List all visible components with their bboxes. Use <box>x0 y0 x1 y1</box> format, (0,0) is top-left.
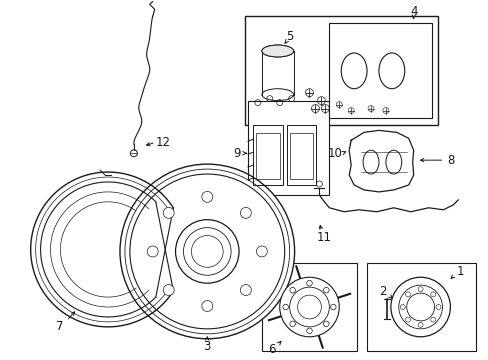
Circle shape <box>147 246 158 257</box>
Circle shape <box>202 192 212 202</box>
Bar <box>262 264 356 351</box>
Text: 1: 1 <box>456 265 463 278</box>
Bar <box>328 23 431 118</box>
Text: 3: 3 <box>203 340 210 353</box>
Text: 8: 8 <box>447 154 454 167</box>
Bar <box>255 133 279 179</box>
Ellipse shape <box>262 89 293 100</box>
Ellipse shape <box>430 317 435 322</box>
Circle shape <box>183 228 231 275</box>
Ellipse shape <box>262 45 293 57</box>
Bar <box>289 133 313 179</box>
Ellipse shape <box>430 292 435 297</box>
Ellipse shape <box>417 323 422 327</box>
Text: 2: 2 <box>378 285 386 298</box>
Circle shape <box>390 277 449 337</box>
Bar <box>244 16 438 125</box>
Text: 10: 10 <box>327 147 342 160</box>
Circle shape <box>124 169 289 334</box>
Circle shape <box>120 164 294 339</box>
Bar <box>247 100 328 195</box>
Ellipse shape <box>262 45 293 57</box>
Bar <box>366 264 475 351</box>
Text: 12: 12 <box>156 136 171 149</box>
Text: 5: 5 <box>285 30 293 42</box>
Text: 4: 4 <box>409 5 417 18</box>
Ellipse shape <box>385 150 401 174</box>
Circle shape <box>130 174 284 329</box>
Circle shape <box>163 284 174 296</box>
Circle shape <box>240 284 251 296</box>
Circle shape <box>163 207 174 218</box>
Circle shape <box>279 277 339 337</box>
Ellipse shape <box>362 150 378 174</box>
Ellipse shape <box>405 292 409 297</box>
Circle shape <box>202 301 212 311</box>
Ellipse shape <box>400 305 405 310</box>
Circle shape <box>240 207 251 218</box>
Text: 6: 6 <box>267 343 275 356</box>
Circle shape <box>175 220 239 283</box>
Bar <box>252 125 282 185</box>
Circle shape <box>256 246 267 257</box>
Ellipse shape <box>417 287 422 292</box>
Ellipse shape <box>435 305 440 310</box>
Text: 11: 11 <box>316 231 331 244</box>
Text: 7: 7 <box>56 320 63 333</box>
Bar <box>286 125 316 185</box>
Ellipse shape <box>405 317 409 322</box>
Text: 9: 9 <box>233 147 240 160</box>
